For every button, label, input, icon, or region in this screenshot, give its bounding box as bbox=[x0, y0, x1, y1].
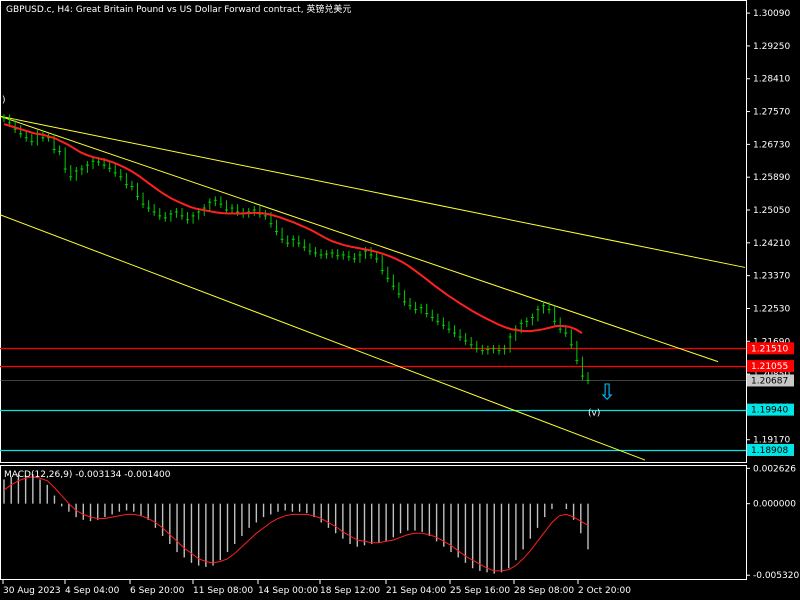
y-tick-label-7: 1.24210 bbox=[753, 239, 790, 249]
time-axis: 30 Aug 2023 4 Sep 04:00 6 Sep 20:00 11 Sep … bbox=[2, 580, 631, 596]
moving-average bbox=[3, 123, 583, 334]
level-tag-0-box bbox=[747, 342, 794, 355]
price-tags: 1.21510 1.21055 1.19940 1.18908 1.20687 bbox=[747, 342, 794, 456]
y-tick-label-10: 1.21690 bbox=[753, 337, 790, 347]
macd-tick-label-0: 0.002626 bbox=[753, 464, 796, 474]
y-tick-label-3: 1.27570 bbox=[753, 108, 790, 118]
x-tick-label-4: 14 Sep 00:00 bbox=[258, 586, 318, 596]
macd-panel-frame bbox=[0, 465, 747, 580]
current-price-tag-box bbox=[747, 374, 794, 387]
x-tick-label-7: 25 Sep 16:00 bbox=[450, 586, 510, 596]
x-tick-label-2: 6 Sep 20:00 bbox=[130, 586, 185, 596]
price-axis: 1.30090 1.29250 1.28410 1.27570 1.26730 1.258… bbox=[746, 9, 790, 446]
current-price-tag-label: 1.20687 bbox=[751, 376, 788, 386]
wave-label-start: ) bbox=[2, 96, 6, 106]
macd-indicator bbox=[3, 474, 589, 574]
y-tick-label-6: 1.25050 bbox=[753, 206, 790, 216]
horizontal-levels bbox=[0, 347, 746, 452]
macd-label: MACD(12,26,9) -0.003134 -0.001400 bbox=[4, 470, 171, 480]
main-panel-frame bbox=[0, 0, 747, 463]
level-tag-3-box bbox=[747, 443, 794, 456]
y-tick-label-13: 1.19170 bbox=[753, 436, 790, 446]
trendlines bbox=[0, 115, 746, 461]
level-tag-1-label: 1.21055 bbox=[751, 362, 788, 372]
y-tick-label-9: 1.22530 bbox=[753, 304, 790, 314]
level-tag-1-box bbox=[747, 360, 794, 373]
x-tick-label-9: 2 Oct 20:00 bbox=[578, 586, 631, 596]
level-tag-2-label: 1.19940 bbox=[751, 406, 788, 416]
x-tick-label-1: 4 Sep 04:00 bbox=[65, 586, 120, 596]
level-tag-0-label: 1.21510 bbox=[751, 344, 788, 354]
x-tick-label-6: 21 Sep 04:00 bbox=[386, 586, 446, 596]
y-tick-label-0: 1.30090 bbox=[753, 9, 790, 19]
x-tick-label-3: 11 Sep 08:00 bbox=[193, 586, 253, 596]
annotations: ) (v) ⇩ bbox=[2, 96, 616, 419]
level-tag-3-label: 1.18908 bbox=[751, 446, 788, 456]
trendline-1 bbox=[0, 115, 719, 363]
macd-axis: 0.002626 0.000000 -0.005320 bbox=[746, 464, 799, 581]
chart-title: GBPUSD.c, H4: Great Britain Pound vs US … bbox=[6, 3, 351, 15]
macd-signal-line bbox=[3, 476, 589, 572]
macd-tick-label-2: -0.005320 bbox=[753, 571, 799, 581]
y-tick-label-8: 1.23370 bbox=[753, 272, 790, 282]
x-tick-label-5: 18 Sep 12:00 bbox=[320, 586, 380, 596]
ma-line bbox=[3, 123, 583, 334]
macd-tick-label-1: 0.000000 bbox=[753, 500, 796, 510]
trendline-0 bbox=[0, 115, 746, 268]
down-arrow-icon: ⇩ bbox=[598, 381, 616, 406]
y-tick-label-5: 1.25890 bbox=[753, 173, 790, 183]
x-tick-label-8: 28 Sep 08:00 bbox=[514, 586, 574, 596]
wave-label-v: (v) bbox=[588, 409, 600, 419]
x-tick-label-0: 30 Aug 2023 bbox=[3, 586, 61, 596]
level-tag-2-box bbox=[747, 403, 794, 416]
trendline-2 bbox=[0, 214, 646, 461]
y-tick-label-2: 1.28410 bbox=[753, 75, 790, 85]
y-tick-label-1: 1.29250 bbox=[753, 42, 790, 52]
y-tick-label-4: 1.26730 bbox=[753, 140, 790, 150]
